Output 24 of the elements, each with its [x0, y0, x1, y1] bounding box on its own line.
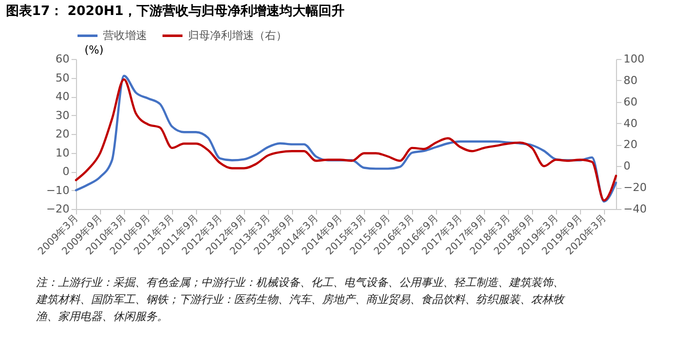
y2-tick-label: 60: [624, 95, 638, 108]
y-tick-label: 10: [56, 146, 70, 160]
y2-tick-label: 100: [624, 52, 644, 66]
y-tick-label: 20: [56, 128, 70, 140]
y-tick-label: −10: [46, 184, 70, 197]
y2-tick-label: 20: [624, 138, 638, 152]
y2-tick-label: 40: [624, 116, 638, 130]
text: 渔、家用电器、休闲服务。: [36, 310, 168, 323]
y-tick-label: 0: [62, 165, 70, 178]
y-tick-label: −20: [46, 202, 70, 216]
chart-title: 图表17： 2020H1，下游营收与归母净利增速均大幅回升: [6, 3, 345, 19]
y-axis-title: (%): [84, 44, 104, 56]
legend-label: 营收增速: [103, 28, 147, 42]
y2-tick-label: 80: [624, 74, 638, 87]
y2-tick-label: −40: [624, 202, 647, 216]
y2-tick-label: −20: [624, 181, 647, 194]
y2-tick-label: 0: [624, 160, 630, 173]
y-tick-label: 60: [56, 52, 70, 66]
y-tick-label: 30: [56, 108, 70, 122]
text: 建筑材料、国防军工、钢铁；下游行业：医药生物、汽车、房地产、商业贸易、食品饮料、纺织服装、农林牧: [35, 293, 566, 306]
y-tick-label: 50: [56, 71, 70, 84]
legend-label: 归母净利增速（右）: [188, 28, 287, 42]
y-tick-label: 40: [56, 90, 70, 103]
text: 注：上游行业：采掘、有色金属；中游行业：机械设备、化工、电气设备、公用事业、轻工制造、建筑装饰、: [36, 276, 564, 289]
